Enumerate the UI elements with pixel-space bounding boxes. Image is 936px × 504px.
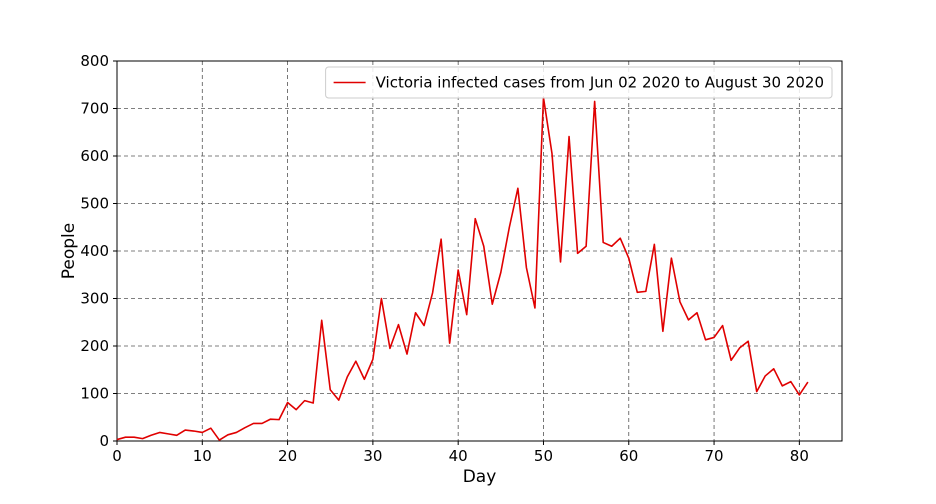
y-tick-label: 0 [99, 432, 109, 450]
y-tick-label: 600 [80, 147, 109, 165]
y-tick-label: 300 [80, 290, 109, 308]
x-tick-label: 40 [449, 447, 468, 465]
legend: Victoria infected cases from Jun 02 2020… [325, 66, 833, 99]
x-axis-title: Day [463, 467, 497, 487]
y-tick-label: 100 [80, 385, 109, 403]
y-tick-label: 500 [80, 195, 109, 213]
x-tick-label: 80 [790, 447, 809, 465]
y-tick-label: 700 [80, 100, 109, 118]
y-tick-label: 200 [80, 337, 109, 355]
series-layer [116, 96, 809, 441]
legend-label: Victoria infected cases from Jun 02 2020… [376, 74, 824, 92]
y-tick-label: 400 [80, 242, 109, 260]
x-tick-label: 60 [619, 447, 638, 465]
x-tick-label: 0 [112, 447, 122, 465]
x-tick-label: 20 [278, 447, 297, 465]
grid-lines [117, 61, 842, 441]
y-tick-label: 800 [80, 52, 109, 70]
x-tick-label: 70 [705, 447, 724, 465]
legend-box [325, 66, 833, 99]
y-axis-title: People [59, 223, 79, 279]
x-tick-label: 10 [193, 447, 212, 465]
axis-ticks: 0 10 20 30 40 50 60 70 8001002003004005006007008… [80, 52, 809, 465]
series-line [116, 96, 809, 441]
x-tick-label: 30 [363, 447, 382, 465]
x-tick-label: 50 [534, 447, 553, 465]
